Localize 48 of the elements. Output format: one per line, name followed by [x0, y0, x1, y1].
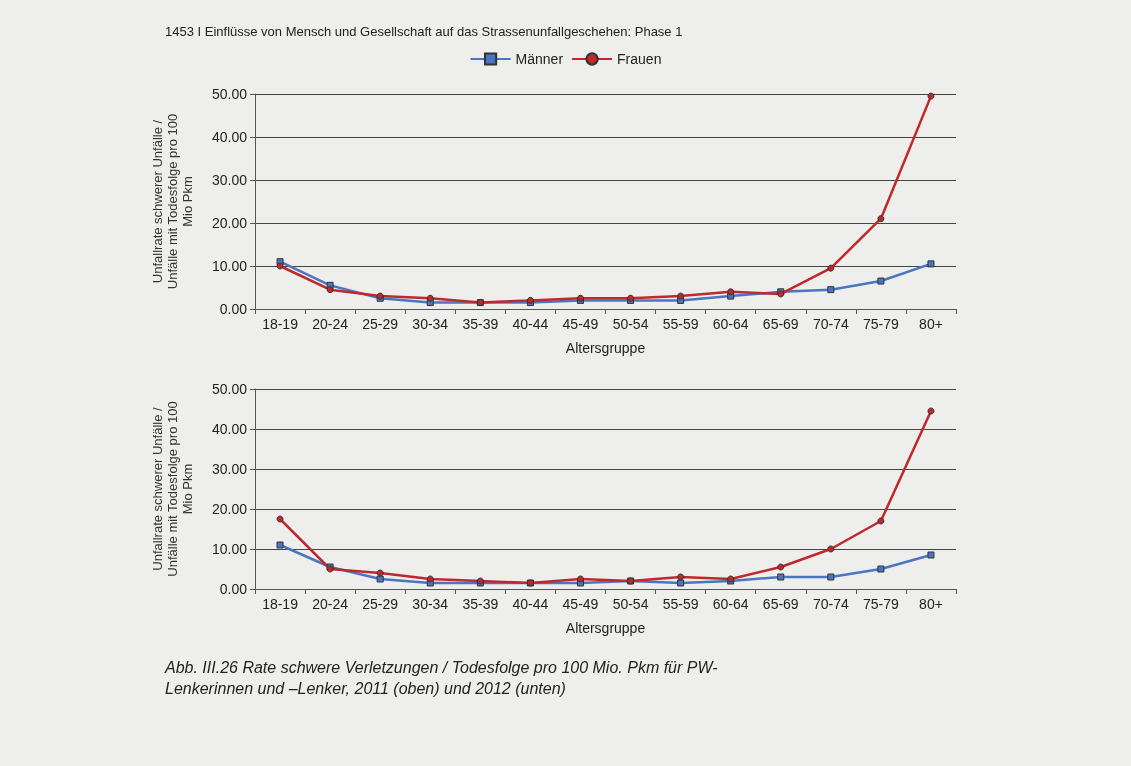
x-tick-label: 65-69	[762, 316, 799, 332]
x-tick-label: 50-54	[612, 316, 649, 332]
y-tick-label: 30.00	[211, 461, 248, 477]
y-tick-label: 10.00	[211, 541, 248, 557]
x-tick-label: 40-44	[512, 316, 549, 332]
y-axis-title: Unfallrate schwerer Unfälle / Unfälle mit Todesfolge pro 100 Mio Pkm	[150, 113, 195, 290]
x-tick-label: 45-49	[562, 316, 599, 332]
x-axis-title: Altersgruppe	[565, 340, 646, 356]
x-axis-title: Altersgruppe	[565, 620, 646, 636]
y-tick-label: 20.00	[211, 215, 248, 231]
legend-label: Männer	[515, 51, 564, 67]
x-tick-label: 18-19	[262, 596, 299, 612]
x-tick-label: 75-79	[862, 596, 900, 612]
text: 1453 I Einflüsse von Mensch und Gesellschaft auf das Strassenunfallgeschehen: Phase 1	[164, 23, 684, 39]
x-tick-label: 50-54	[612, 596, 649, 612]
y-tick-label: 50.00	[211, 381, 248, 397]
x-tick-label: 75-79	[862, 316, 900, 332]
y-tick-label: 40.00	[211, 421, 248, 437]
y-tick-label: 20.00	[211, 501, 248, 517]
x-tick-label: 80+	[919, 316, 943, 332]
x-tick-label: 45-49	[562, 596, 599, 612]
y-tick-label: 0.00	[219, 581, 248, 597]
x-tick-label: 40-44	[512, 596, 549, 612]
y-tick-label: 10.00	[211, 258, 248, 274]
x-tick-label: 35-39	[462, 316, 499, 332]
x-tick-label: 55-59	[662, 316, 699, 332]
x-tick-label: 20-24	[312, 596, 349, 612]
y-tick-label: 0.00	[219, 301, 248, 317]
text: Abb. III.26 Rate schwere Verletzungen / Todesfolge pro 100 Mio. Pkm für PW-Lenkerinnen und –Lenker, 2011 (oben) und 2012 (unten)	[163, 658, 719, 699]
x-tick-label: 60-64	[712, 316, 749, 332]
x-tick-label: 80+	[919, 596, 943, 612]
y-tick-label: 40.00	[211, 129, 248, 145]
y-axis-title: Unfallrate schwerer Unfälle / Unfälle mit Todesfolge pro 100 Mio Pkm	[150, 401, 195, 577]
x-tick-label: 25-29	[362, 596, 399, 612]
x-tick-label: 30-34	[412, 596, 449, 612]
y-tick-label: 50.00	[211, 86, 248, 102]
x-tick-label: 35-39	[462, 596, 499, 612]
x-tick-label: 70-74	[812, 316, 849, 332]
legend-label: Frauen	[617, 51, 662, 67]
x-tick-label: 65-69	[762, 596, 799, 612]
x-tick-label: 70-74	[812, 596, 849, 612]
x-tick-label: 30-34	[412, 316, 449, 332]
x-tick-label: 55-59	[662, 596, 699, 612]
x-tick-label: 20-24	[312, 316, 349, 332]
y-tick-label: 30.00	[211, 172, 248, 188]
x-tick-label: 18-19	[262, 316, 299, 332]
x-tick-label: 60-64	[712, 596, 749, 612]
x-tick-label: 25-29	[362, 316, 399, 332]
